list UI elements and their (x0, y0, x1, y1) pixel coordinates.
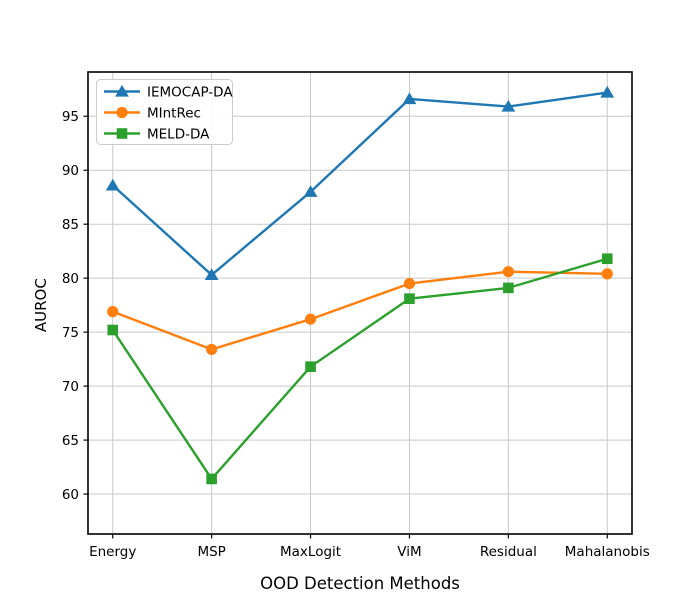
y-tick-label: 75 (62, 325, 79, 341)
legend-box (96, 79, 233, 145)
data-point-marker (107, 324, 119, 336)
series-meld-da (107, 253, 613, 485)
y-tick-label: 85 (62, 217, 79, 233)
x-tick-label: Energy (89, 544, 136, 560)
series-mintrec (107, 266, 613, 356)
legend-item-meld-da: MELD-DA (104, 126, 210, 142)
y-axis: 60 65 70 75 80 85 90 95 (62, 109, 88, 503)
series-line (111, 257, 609, 481)
x-axis-title: OOD Detection Methods (260, 574, 460, 593)
data-point-marker (303, 185, 318, 197)
y-tick-label: 60 (62, 487, 79, 503)
data-point-marker (403, 277, 416, 290)
legend-label: IEMOCAP-DA (147, 84, 233, 100)
x-tick-label: ViM (397, 544, 421, 560)
y-tick-label: 65 (62, 433, 79, 449)
legend-label: MELD-DA (147, 126, 210, 142)
y-axis-title: AUROC (32, 278, 50, 332)
data-point-marker (402, 92, 417, 105)
series-line (111, 270, 609, 351)
series-iemocap-da (105, 85, 615, 281)
data-point-marker (502, 266, 514, 278)
grid (88, 72, 632, 534)
x-tick-label: MaxLogit (280, 544, 341, 560)
y-tick-label: 90 (62, 163, 79, 179)
legend-item-mintrec: MIntRec (104, 105, 201, 121)
data-point-marker (501, 99, 516, 112)
legend-marker-square (116, 128, 128, 139)
data-point-marker (304, 313, 317, 325)
y-tick-label: 80 (62, 271, 79, 287)
legend-label: MIntRec (147, 105, 201, 121)
legend-item-iemocap-da: IEMOCAP-DA (104, 84, 233, 100)
x-axis: Energy MSP MaxLogit ViM Residual Mahalanobis (89, 534, 650, 560)
legend: IEMOCAP-DA MIntRec MELD-DA (96, 79, 233, 145)
y-tick-label: 95 (62, 109, 79, 125)
data-point-marker (105, 178, 120, 191)
data-point-marker (305, 361, 316, 372)
data-point-marker (107, 306, 119, 318)
data-point-marker (601, 253, 613, 265)
x-tick-label: Residual (480, 544, 537, 560)
legend-marker-triangle-up (115, 84, 129, 97)
data-point-marker (206, 473, 217, 485)
data-point-marker (600, 85, 615, 98)
plot-border (87, 71, 633, 535)
series-line (111, 91, 609, 277)
legend-marker-circle (116, 106, 128, 119)
data-point-marker (503, 282, 514, 294)
data-point-marker (206, 343, 218, 356)
data-point-marker (404, 293, 415, 304)
data-point-marker (601, 268, 613, 280)
x-tick-label: Mahalanobis (565, 544, 650, 560)
data-point-marker (204, 268, 219, 281)
x-tick-label: MSP (197, 544, 225, 560)
y-tick-label: 70 (62, 379, 79, 395)
